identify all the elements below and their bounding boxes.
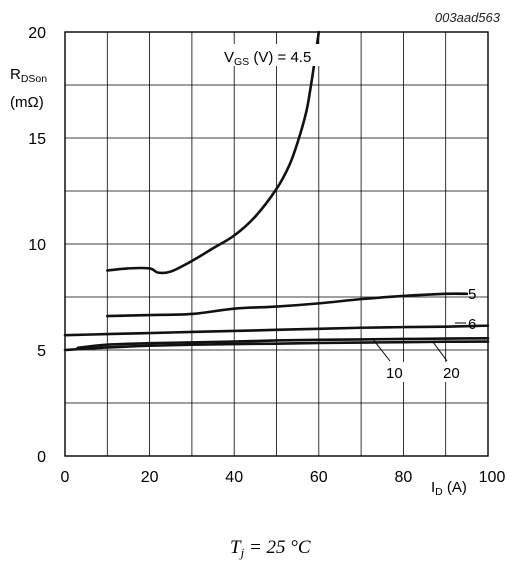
condition-caption: Tj = 25 °C	[230, 537, 311, 560]
y-tick-label-20: 20	[28, 25, 46, 42]
vgs-label-backing	[222, 44, 340, 66]
x-tick-label-100: 100	[479, 469, 506, 486]
series-label-4.5: VGS (V) = 4.5	[224, 49, 311, 68]
condition-value: = 25 °C	[244, 537, 311, 558]
y-axis-label: RDSon	[10, 66, 47, 85]
series-label-6: 6	[468, 316, 476, 333]
series-label-4.5-prefix: V	[224, 49, 234, 66]
series-line-6	[63, 324, 490, 337]
series-line-4.5	[106, 30, 321, 275]
series-label-10-backing	[384, 362, 414, 382]
series-label-10: 10	[386, 365, 403, 382]
plot-frame	[64, 31, 489, 457]
figure-id: 003aad563	[435, 10, 501, 25]
x-tick-label-80: 80	[395, 469, 413, 486]
series-line-5	[106, 292, 469, 318]
x-axis-label: ID (A)	[431, 479, 467, 498]
y-tick-label-15: 15	[28, 131, 46, 148]
y-axis-label-sub: DSon	[21, 73, 47, 85]
series-label-10-leader	[371, 337, 391, 362]
series-line-20	[63, 340, 490, 352]
series-lines	[63, 30, 490, 352]
y-axis-label-main: R	[10, 66, 21, 83]
condition-subscript: j	[239, 545, 245, 560]
series-label-5: 5	[468, 286, 476, 303]
y-axis-unit: (mΩ)	[10, 94, 44, 111]
x-tick-label-20: 20	[141, 469, 159, 486]
series-label-20-leader	[432, 341, 448, 362]
condition-symbol: T	[230, 537, 242, 558]
x-axis-label-sub: D	[435, 486, 443, 498]
x-axis-label-main: I	[431, 479, 435, 496]
x-tick-label-40: 40	[225, 469, 243, 486]
x-tick-label-0: 0	[61, 469, 70, 486]
y-tick-label-0: 0	[37, 449, 46, 466]
y-tick-label-5: 5	[37, 343, 46, 360]
series-line-10	[76, 337, 490, 350]
x-axis-label-unit: (A)	[443, 479, 467, 496]
series-label-4.5-sub: GS	[234, 56, 249, 68]
series-label-4.5-text: (V) = 4.5	[249, 49, 311, 66]
x-axis-label-backing	[428, 470, 478, 496]
x-tick-label-60: 60	[310, 469, 328, 486]
x-tick-labels: 0 20 40 60 80 100	[61, 469, 506, 486]
grid	[65, 32, 488, 456]
series-label-20-backing	[441, 362, 471, 382]
y-tick-label-10: 10	[28, 237, 46, 254]
series-label-20: 20	[443, 365, 460, 382]
y-tick-labels: 0 5 10 15 20	[28, 25, 46, 466]
